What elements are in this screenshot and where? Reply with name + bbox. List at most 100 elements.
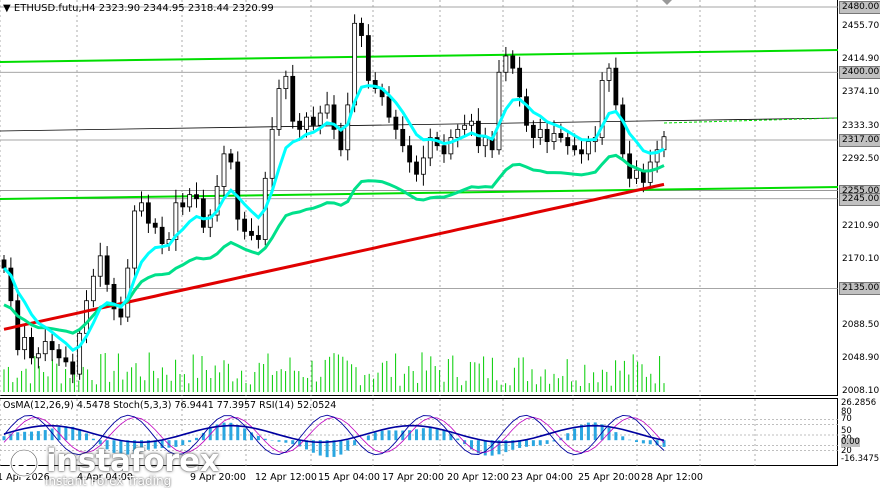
candle [146,195,150,233]
candle [360,18,364,47]
osma-bar [291,440,294,444]
candle [311,107,315,131]
osma-bar [573,429,576,441]
osma-bar [16,432,19,440]
candle [78,328,82,379]
ohlc-values: 2323.90 2344.95 2318.44 2320.99 [99,3,274,14]
candle [98,243,102,287]
candle [236,151,240,230]
candle [428,129,432,167]
candle [401,116,405,152]
price-chart-pane[interactable] [0,0,838,396]
candle [64,346,68,366]
osma-bar [539,440,542,445]
oscillator-tick-label: 70 [841,415,852,424]
candle [23,324,27,359]
candle [366,24,370,88]
osma-bar [381,431,384,440]
candle [566,131,570,155]
time-tick-label: 23 Apr 04:00 [511,472,573,483]
candle [133,205,137,277]
channel-line [0,50,838,62]
candle [43,329,47,361]
candle [614,58,618,113]
price-tick-label: 2400.00 [839,66,880,79]
oscillator-tick-label: -16.3475 [841,455,879,464]
time-tick-label: 4 Apr 04:00 [77,472,133,483]
osma-bar [532,440,535,446]
candle [112,278,116,320]
candle [291,65,295,129]
price-tick-label: 2414.90 [840,54,880,65]
osma-bar [353,440,356,445]
osma-bar [44,430,47,440]
osma-bar [333,440,336,457]
osma-bar [284,440,287,443]
osma-bar [78,429,81,440]
osma-bar [243,428,246,440]
candle [105,246,109,292]
candle [57,344,61,366]
candle [580,141,584,164]
rsi-line [4,426,664,443]
osma-bar [394,430,397,440]
candle [215,175,219,222]
osma-bar [113,440,116,453]
candle [140,191,144,216]
candle [449,129,453,159]
candle [497,60,501,155]
osma-bar [23,432,26,440]
osma-bar [37,431,40,440]
candle [483,128,487,157]
candle [9,257,13,309]
oscillator-tick-label: 0.00 [841,438,860,447]
osma-bar [484,440,487,455]
candle [421,146,425,186]
osma-bar [566,433,569,440]
price-tick-label: 2480.00 [839,1,880,14]
osma-bar [92,439,95,440]
collapse-arrow-icon[interactable]: ▼ [3,3,11,14]
candle [119,297,123,326]
time-tick-label: 12 Apr 12:00 [255,472,317,483]
scroll-marker-icon[interactable] [662,0,672,5]
price-tick-label: 2088.50 [840,320,880,331]
candle [160,217,164,255]
osma-bar [85,433,88,440]
candle [36,347,40,368]
candle [270,117,274,188]
osma-bar [635,440,638,442]
osma-bar [64,426,67,440]
trend-line [0,118,838,131]
candle [277,80,281,136]
osma-bar [188,440,191,442]
price-tick-label: 2170.10 [840,254,880,265]
candle [284,71,288,100]
price-tick-label: 2135.00 [839,282,880,295]
price-chart-canvas [0,0,838,396]
candle [600,72,604,145]
osma-bar [99,440,102,444]
candle [442,134,446,163]
candle [545,122,549,153]
osma-bar [525,440,528,447]
candle [456,124,460,147]
osma-bar [546,440,549,444]
candle [635,160,639,184]
oscillator-header: OsMA(12,26,9) 4.5478 Stoch(5,3,3) 76.944… [3,400,336,411]
candle [195,182,199,207]
osma-bar [388,430,391,440]
price-tick-label: 2333.30 [840,121,880,132]
osma-bar [415,429,418,440]
osma-bar [429,428,432,441]
osma-bar [614,432,617,440]
price-tick-label: 2008.10 [840,386,880,397]
chart-header: ▼ ETHUSD.futu,H4 2323.90 2344.95 2318.44… [3,3,274,14]
candle [16,293,20,355]
candle [607,63,611,92]
candle [188,188,192,212]
candle [50,333,54,362]
candle [394,110,398,139]
candle [504,47,508,81]
time-tick-label: 17 Apr 20:00 [382,472,444,483]
